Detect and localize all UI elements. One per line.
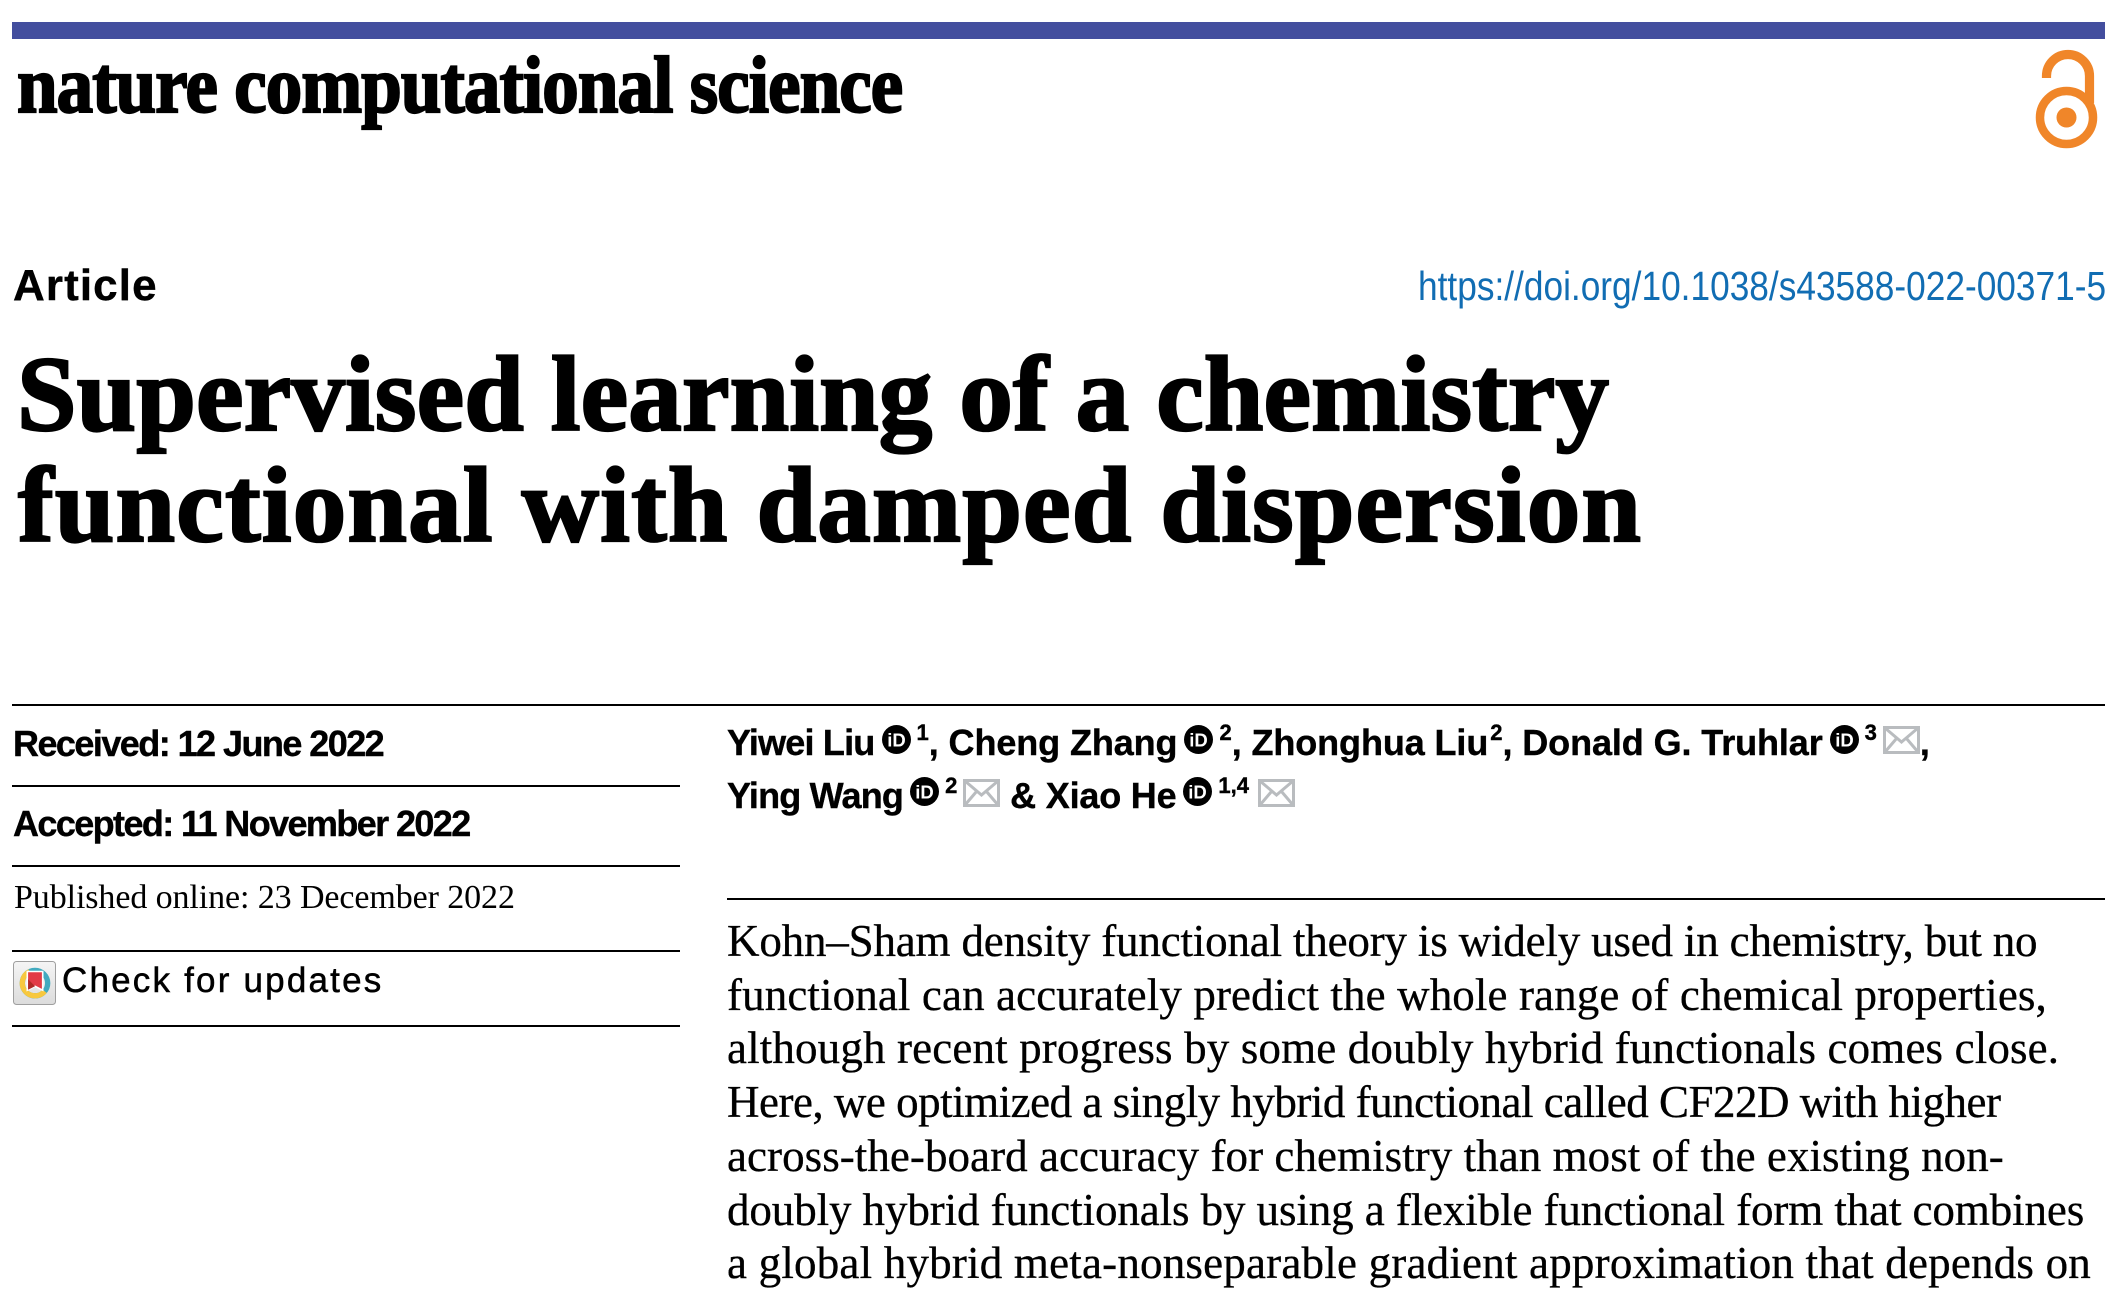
svg-text:iD: iD — [1190, 729, 1209, 750]
svg-text:iD: iD — [1189, 781, 1208, 802]
svg-text:iD: iD — [887, 729, 906, 750]
svg-text:iD: iD — [915, 781, 934, 802]
svg-text:iD: iD — [1835, 729, 1854, 750]
